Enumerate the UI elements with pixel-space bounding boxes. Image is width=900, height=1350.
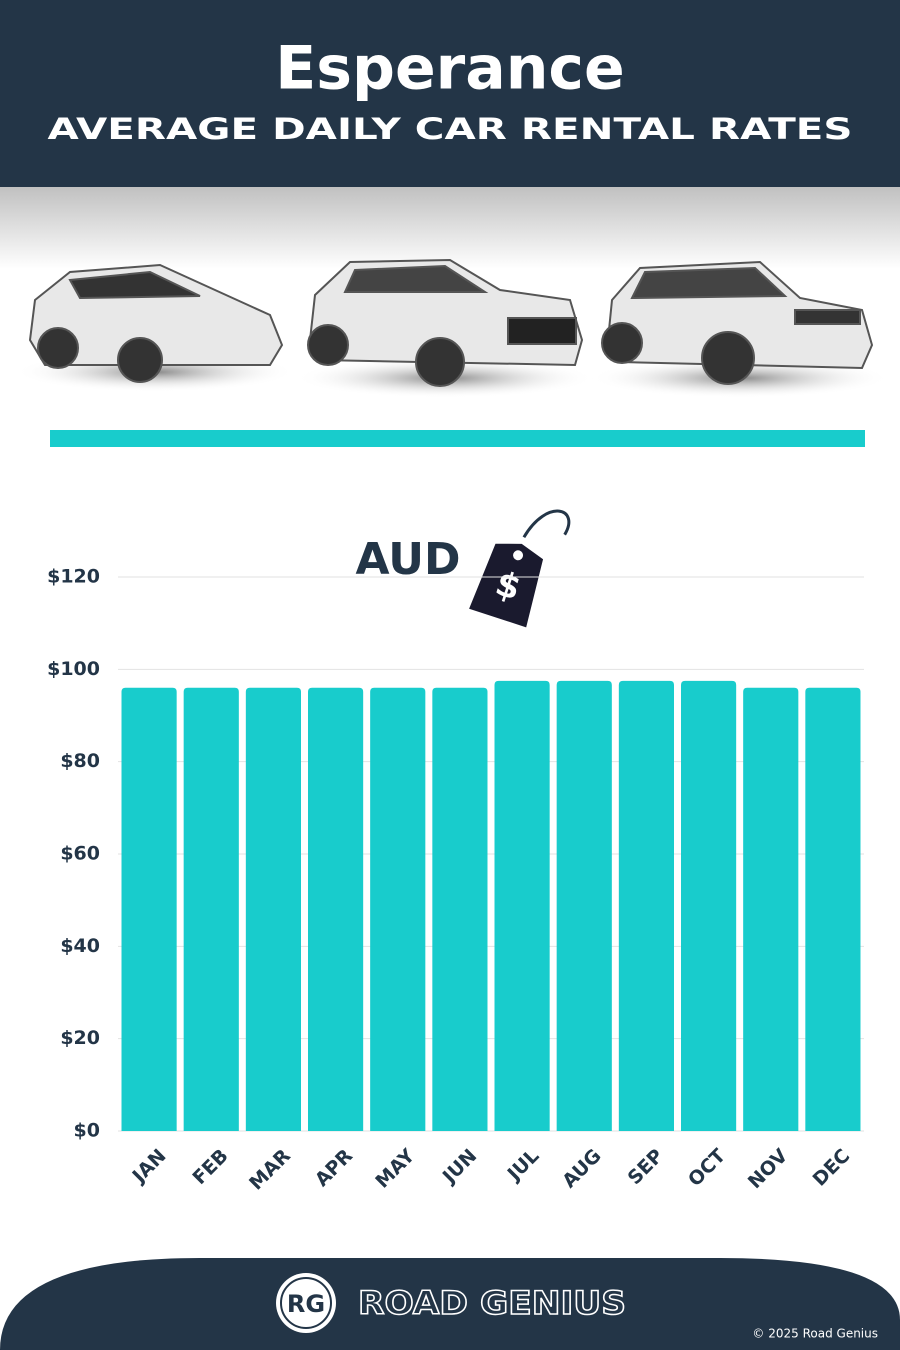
subtitle: AVERAGE DAILY CAR RENTAL RATES [48, 112, 853, 146]
logo-ring [280, 1277, 332, 1329]
copyright: © 2025 Road Genius [752, 1327, 878, 1341]
y-tick-label: $80 [60, 750, 100, 772]
bar [245, 687, 301, 1131]
bar [805, 687, 861, 1131]
bar [308, 687, 364, 1131]
brand: ROAD GENIUS [358, 1284, 626, 1322]
y-tick-label: $60 [60, 843, 100, 865]
y-tick-label: $100 [47, 658, 100, 680]
bar [121, 687, 177, 1131]
bar [618, 680, 674, 1131]
footer [0, 1258, 900, 1350]
car-images [15, 258, 890, 398]
logo: RG [287, 1290, 325, 1318]
y-tick-label: $20 [60, 1027, 100, 1049]
bar [494, 680, 550, 1131]
price-tag: $ [469, 509, 571, 628]
divider [50, 430, 865, 447]
y-tick-label: $0 [74, 1120, 100, 1142]
bar [183, 687, 239, 1131]
bar [370, 687, 426, 1131]
y-tick-label: $40 [60, 935, 100, 957]
bar [556, 680, 612, 1131]
y-tick-label: $120 [47, 566, 100, 588]
bar [432, 687, 488, 1131]
bar [681, 680, 737, 1131]
logo-circle [276, 1273, 336, 1333]
bar [743, 687, 799, 1131]
title: Esperance [275, 34, 624, 104]
header [0, 0, 900, 187]
